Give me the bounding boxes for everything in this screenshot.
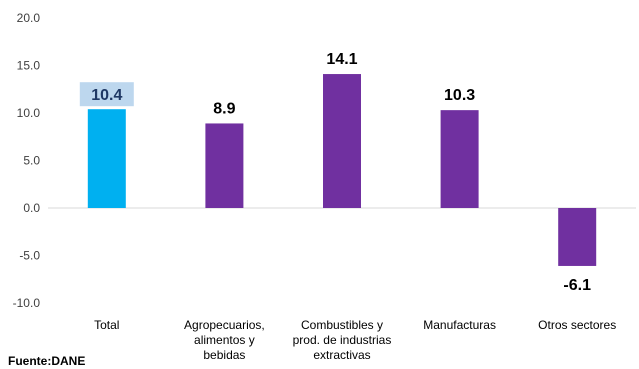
data-label: 8.9: [213, 100, 235, 117]
category-label: Total: [94, 318, 119, 332]
bar: [323, 74, 361, 208]
data-label: 14.1: [326, 51, 357, 68]
data-label-highlight-box: [79, 82, 134, 107]
data-label: 10.3: [444, 87, 475, 104]
category-label: Combustibles y prod. de industrias extract…: [293, 318, 392, 362]
y-tick-label: 15.0: [17, 59, 41, 73]
category-label: Agropecuarios, alimentos y bebidas: [184, 318, 265, 362]
bar: [558, 208, 597, 266]
y-tick-label: -5.0: [19, 249, 40, 263]
bar: [87, 109, 126, 208]
y-axis-ticks: 20.0 15.0 10.0 5.0 0.0 -5.0 -10.0: [13, 11, 41, 310]
data-labels-group: 10.4 8.9 14.1 10.3 -6.1: [79, 51, 591, 294]
source-note: Fuente:DANE: [8, 354, 85, 368]
bars-group: [87, 74, 597, 266]
y-tick-label: 5.0: [23, 154, 40, 168]
bar: [440, 110, 479, 208]
y-tick-label: 10.0: [17, 106, 41, 120]
y-tick-label: -10.0: [13, 296, 41, 310]
category-label: Otros sectores: [538, 318, 616, 332]
y-tick-label: 0.0: [23, 201, 40, 215]
data-label: -6.1: [563, 277, 591, 294]
y-tick-label: 20.0: [17, 11, 41, 25]
data-label: 10.4: [91, 87, 122, 104]
category-label: Manufacturas: [423, 318, 496, 332]
category-labels-group: Total Agropecuarios, alimentos y bebidas Com…: [94, 318, 616, 362]
bar: [205, 123, 244, 208]
